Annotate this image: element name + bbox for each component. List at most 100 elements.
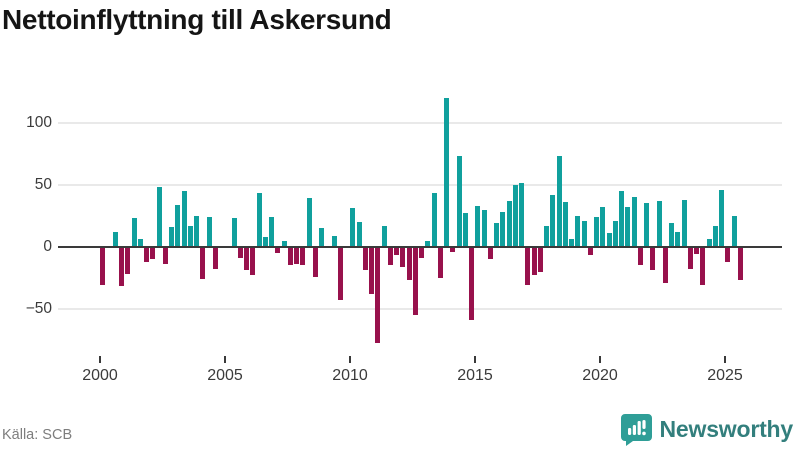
bar-positive[interactable]	[256, 193, 262, 247]
bar-negative[interactable]	[375, 248, 381, 344]
bar-positive[interactable]	[500, 211, 506, 247]
bar-positive[interactable]	[731, 215, 737, 247]
bar-negative[interactable]	[369, 248, 375, 294]
bar-positive[interactable]	[331, 235, 337, 247]
bar-positive[interactable]	[556, 156, 562, 247]
bar-positive[interactable]	[306, 198, 312, 247]
bar-positive[interactable]	[575, 215, 581, 247]
bar-negative[interactable]	[294, 248, 300, 265]
bar-positive[interactable]	[381, 225, 387, 247]
bar-negative[interactable]	[687, 248, 693, 270]
bar-negative[interactable]	[125, 248, 131, 275]
bar-positive[interactable]	[506, 200, 512, 247]
bar-negative[interactable]	[525, 248, 531, 286]
bar-positive[interactable]	[281, 240, 287, 247]
bar-negative[interactable]	[312, 248, 318, 277]
bar-negative[interactable]	[725, 248, 731, 262]
bar-positive[interactable]	[456, 156, 462, 247]
bar-positive[interactable]	[719, 189, 725, 247]
bar-negative[interactable]	[287, 248, 293, 266]
bar-positive[interactable]	[356, 221, 362, 247]
bar-negative[interactable]	[737, 248, 743, 281]
bar-negative[interactable]	[406, 248, 412, 281]
bar-positive[interactable]	[181, 190, 187, 247]
bar-positive[interactable]	[425, 240, 431, 247]
bar-negative[interactable]	[275, 248, 281, 253]
bar-negative[interactable]	[387, 248, 393, 266]
bar-negative[interactable]	[237, 248, 243, 258]
bar-positive[interactable]	[187, 225, 193, 247]
bar-negative[interactable]	[300, 248, 306, 266]
bar-positive[interactable]	[512, 184, 518, 247]
bar-positive[interactable]	[462, 213, 468, 247]
bar-positive[interactable]	[175, 204, 181, 247]
bar-negative[interactable]	[662, 248, 668, 283]
bar-positive[interactable]	[431, 193, 437, 247]
bar-negative[interactable]	[200, 248, 206, 279]
bar-positive[interactable]	[231, 218, 237, 247]
bar-positive[interactable]	[481, 209, 487, 247]
bar-positive[interactable]	[681, 199, 687, 247]
bar-negative[interactable]	[700, 248, 706, 286]
bar-positive[interactable]	[156, 187, 162, 247]
bar-positive[interactable]	[131, 218, 137, 247]
bar-positive[interactable]	[550, 194, 556, 247]
bar-positive[interactable]	[262, 236, 268, 247]
bar-positive[interactable]	[112, 231, 118, 247]
bar-negative[interactable]	[412, 248, 418, 315]
bar-negative[interactable]	[537, 248, 543, 272]
bar-positive[interactable]	[581, 220, 587, 247]
bar-negative[interactable]	[587, 248, 593, 256]
bar-positive[interactable]	[269, 216, 275, 247]
bar-positive[interactable]	[619, 190, 625, 247]
bar-positive[interactable]	[656, 200, 662, 247]
bar-positive[interactable]	[600, 207, 606, 247]
bar-negative[interactable]	[450, 248, 456, 252]
bar-positive[interactable]	[712, 225, 718, 247]
bar-negative[interactable]	[694, 248, 700, 255]
bar-positive[interactable]	[606, 233, 612, 247]
bar-positive[interactable]	[494, 223, 500, 247]
bar-positive[interactable]	[350, 208, 356, 247]
bar-negative[interactable]	[150, 248, 156, 260]
bar-positive[interactable]	[669, 223, 675, 247]
bar-positive[interactable]	[519, 183, 525, 247]
bar-negative[interactable]	[337, 248, 343, 301]
bar-positive[interactable]	[206, 216, 212, 247]
bar-negative[interactable]	[100, 248, 106, 286]
bar-negative[interactable]	[144, 248, 150, 262]
bar-negative[interactable]	[394, 248, 400, 256]
bar-positive[interactable]	[612, 220, 618, 247]
bar-positive[interactable]	[562, 202, 568, 247]
bar-positive[interactable]	[631, 197, 637, 247]
bar-negative[interactable]	[362, 248, 368, 271]
bar-negative[interactable]	[250, 248, 256, 276]
bar-positive[interactable]	[594, 216, 600, 247]
bar-positive[interactable]	[444, 97, 450, 247]
bar-positive[interactable]	[644, 203, 650, 247]
bar-negative[interactable]	[119, 248, 125, 287]
bar-negative[interactable]	[244, 248, 250, 271]
bar-positive[interactable]	[169, 226, 175, 247]
bar-negative[interactable]	[637, 248, 643, 266]
bar-negative[interactable]	[437, 248, 443, 278]
bar-positive[interactable]	[675, 231, 681, 247]
bar-positive[interactable]	[475, 205, 481, 247]
bar-negative[interactable]	[212, 248, 218, 270]
bar-positive[interactable]	[137, 239, 143, 247]
bar-positive[interactable]	[544, 225, 550, 247]
bar-negative[interactable]	[469, 248, 475, 320]
bar-negative[interactable]	[419, 248, 425, 258]
bar-negative[interactable]	[162, 248, 168, 265]
bar-negative[interactable]	[650, 248, 656, 271]
newsworthy-logo[interactable]: Newsworthy	[620, 412, 793, 446]
bar-positive[interactable]	[194, 215, 200, 247]
bar-positive[interactable]	[625, 207, 631, 247]
bar-positive[interactable]	[706, 239, 712, 247]
bar-positive[interactable]	[569, 239, 575, 247]
bar-negative[interactable]	[487, 248, 493, 260]
bar-positive[interactable]	[319, 228, 325, 247]
bar-negative[interactable]	[531, 248, 537, 276]
bar-negative[interactable]	[400, 248, 406, 267]
